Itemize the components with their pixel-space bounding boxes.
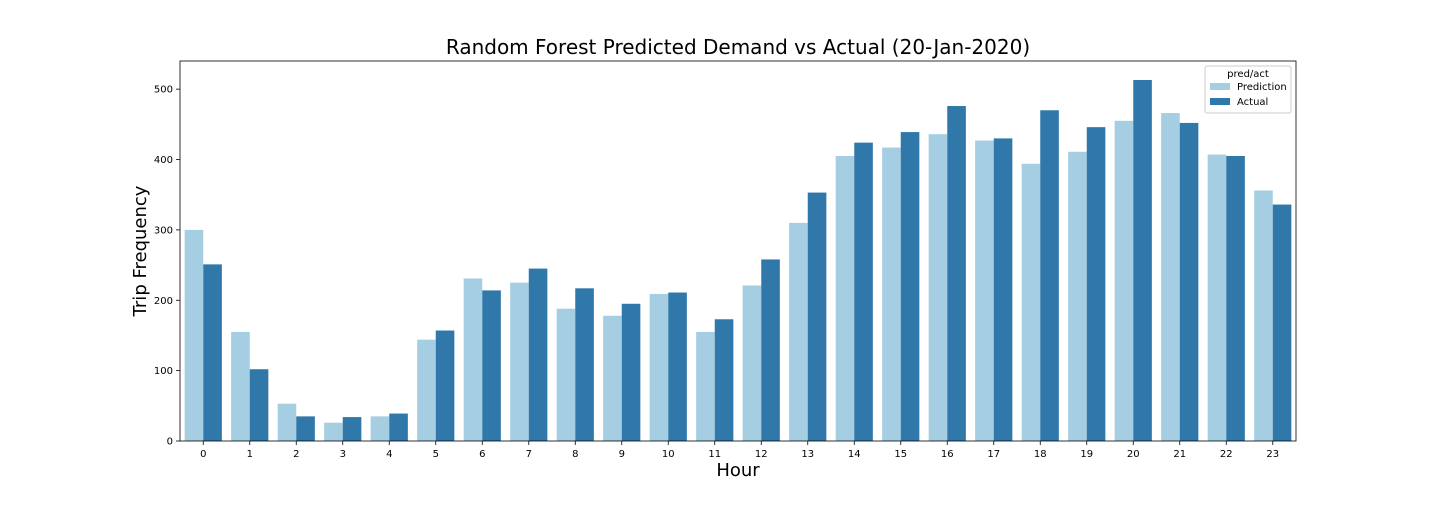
bar-actual-16 [947,106,966,441]
y-tick-label-400: 400 [154,155,173,166]
bars-layer [184,80,1292,442]
bar-actual-7 [528,268,548,441]
bar-actual-15 [900,132,920,441]
x-tick-label-20: 20 [1127,449,1140,460]
x-tick-label-5: 5 [433,449,439,460]
y-tick-label-500: 500 [154,85,173,96]
x-tick-label-8: 8 [572,449,578,460]
x-tick-label-19: 19 [1080,449,1093,460]
bar-actual-4 [389,413,408,441]
bar-prediction-17 [975,140,994,441]
bar-prediction-6 [463,278,483,441]
bar-actual-1 [249,369,269,441]
bar-prediction-19 [1068,151,1087,441]
bar-actual-23 [1272,204,1292,441]
bar-prediction-20 [1114,120,1134,441]
bar-prediction-3 [324,422,343,441]
bar-prediction-16 [928,134,948,441]
legend-label-actual: Actual [1237,97,1268,108]
x-tick-label-15: 15 [894,449,907,460]
legend-swatch-actual [1210,98,1230,105]
bar-prediction-4 [370,416,390,441]
bar-actual-11 [714,319,734,441]
x-tick-label-18: 18 [1034,449,1047,460]
x-tick-label-10: 10 [662,449,675,460]
x-tick-label-14: 14 [848,449,861,460]
bar-prediction-9 [603,315,622,441]
bar-prediction-21 [1161,113,1180,441]
y-tick-label-100: 100 [154,366,173,377]
bar-prediction-15 [882,147,901,441]
bar-actual-14 [854,142,873,441]
bar-prediction-8 [556,308,576,441]
bar-actual-18 [1040,110,1059,441]
x-tick-label-11: 11 [708,449,721,460]
bar-actual-10 [668,292,687,441]
bar-actual-21 [1179,122,1199,442]
bar-prediction-2 [277,403,297,441]
bar-actual-8 [575,288,594,441]
bar-actual-0 [203,264,222,441]
bar-actual-12 [761,259,780,441]
bar-prediction-10 [649,293,669,441]
legend-label-prediction: Prediction [1237,82,1287,93]
bar-prediction-22 [1207,154,1227,441]
bar-prediction-18 [1021,163,1041,442]
bar-actual-13 [807,192,827,441]
bar-actual-3 [342,417,362,441]
bar-prediction-13 [789,222,808,441]
bar-prediction-14 [835,156,855,441]
bar-prediction-5 [417,339,436,441]
x-tick-label-17: 17 [987,449,1000,460]
x-tick-label-9: 9 [619,449,625,460]
bar-actual-9 [621,303,641,441]
bar-prediction-11 [696,331,715,441]
x-tick-label-21: 21 [1173,449,1186,460]
plot-frame [179,60,1297,442]
x-tick-label-13: 13 [801,449,814,460]
x-tick-label-23: 23 [1266,449,1279,460]
y-tick-label-300: 300 [154,225,173,236]
legend-title: pred/act [1227,69,1269,80]
chart-title: Random Forest Predicted Demand vs Actual… [446,35,1030,59]
x-tick-label-7: 7 [526,449,532,460]
x-tick-label-3: 3 [340,449,346,460]
bar-actual-6 [482,290,501,441]
bar-actual-20 [1133,80,1152,441]
x-tick-label-4: 4 [386,449,392,460]
bar-prediction-0 [184,229,204,441]
bar-actual-5 [435,330,455,441]
legend-swatch-prediction [1210,83,1230,90]
bar-actual-19 [1086,127,1106,442]
bar-prediction-12 [742,285,762,441]
x-axis-label: Hour [716,460,760,481]
bar-prediction-7 [510,282,529,441]
y-tick-label-0: 0 [167,437,173,448]
bar-actual-17 [993,138,1013,441]
bar-prediction-23 [1254,190,1273,441]
bar-actual-22 [1226,156,1245,441]
legend: pred/act Prediction Actual [1204,65,1292,114]
bar-prediction-1 [231,331,250,441]
axes-layer: 0 1 2 3 4 5 6 7 8 9 10 11 12 13 14 15 16 17 18 19 20 21 22 2301… [154,60,1297,460]
x-tick-label-1: 1 [247,449,253,460]
x-tick-label-2: 2 [293,449,299,460]
bar-actual-2 [296,416,315,441]
x-tick-label-12: 12 [755,449,768,460]
x-tick-label-0: 0 [200,449,206,460]
x-tick-label-16: 16 [941,449,954,460]
y-tick-label-200: 200 [154,296,173,307]
x-tick-label-22: 22 [1220,449,1233,460]
x-tick-label-6: 6 [479,449,485,460]
y-axis-label: Trip Frequency [130,185,151,317]
